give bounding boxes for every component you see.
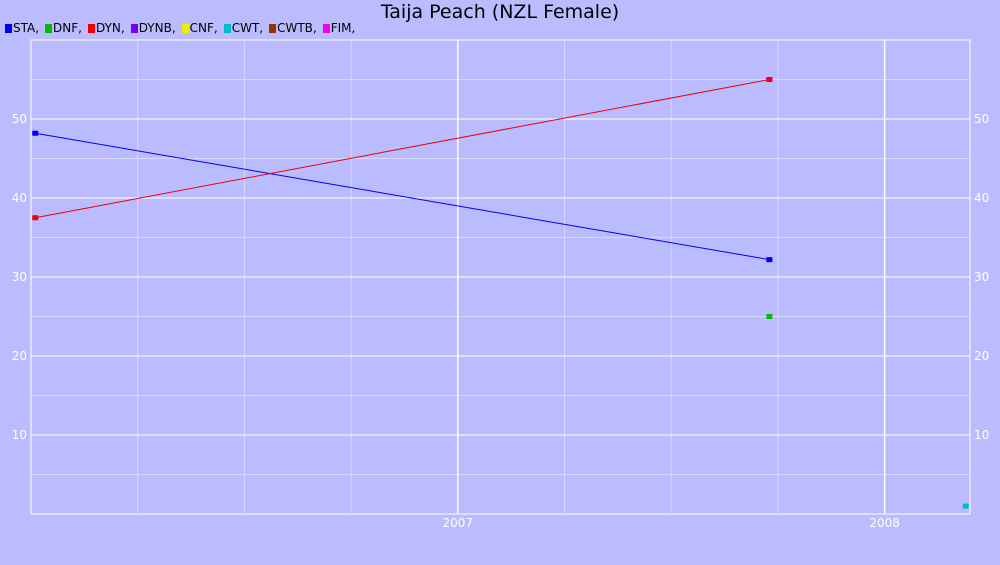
legend-swatch xyxy=(5,24,12,33)
series-line-dyn xyxy=(35,79,770,219)
legend-label: CWT, xyxy=(231,21,264,35)
y-tick-label-right: 20 xyxy=(974,349,989,363)
legend-item-fim: FIM, xyxy=(322,21,356,35)
data-point-dyn xyxy=(32,215,39,221)
y-tick-label-left: 30 xyxy=(12,270,27,284)
legend-label: CWTB, xyxy=(277,21,317,35)
chart-legend: STA, DNF, DYN, DYNB, CNF, CWT, CWTB, FIM, xyxy=(5,21,361,35)
legend-label: DYNB, xyxy=(138,21,176,35)
y-tick-label-left: 20 xyxy=(12,349,27,363)
x-tick-label: 2008 xyxy=(869,516,900,530)
y-tick-label-left: 10 xyxy=(12,428,27,442)
legend-swatch xyxy=(322,24,330,33)
legend-swatch xyxy=(181,24,189,33)
legend-label: DYN, xyxy=(95,21,125,35)
legend-label: CNF, xyxy=(189,21,218,35)
legend-item-sta: STA, xyxy=(5,21,39,35)
legend-item-cwt: CWT, xyxy=(223,21,264,35)
y-tick-label-right: 50 xyxy=(974,112,989,126)
y-tick-label-right: 40 xyxy=(974,191,989,205)
data-point-sta xyxy=(32,130,39,136)
series-line-sta xyxy=(35,132,770,261)
y-tick-label-left: 50 xyxy=(12,112,27,126)
data-point-cwt xyxy=(962,503,969,509)
legend-item-dnf: DNF, xyxy=(45,21,82,35)
legend-swatch xyxy=(130,24,138,33)
y-tick-label-right: 30 xyxy=(974,270,989,284)
legend-item-dynb: DYNB, xyxy=(130,21,176,35)
y-tick-label-left: 40 xyxy=(12,191,27,205)
legend-item-cwtb: CWTB, xyxy=(269,21,317,35)
legend-item-cnf: CNF, xyxy=(181,21,218,35)
legend-item-dyn: DYN, xyxy=(87,21,125,35)
legend-swatch xyxy=(45,24,53,33)
legend-label: FIM, xyxy=(330,21,356,35)
data-point-dnf xyxy=(766,314,773,319)
legend-swatch xyxy=(87,24,95,33)
data-point-sta xyxy=(766,257,773,263)
legend-label: STA, xyxy=(13,21,40,35)
chart-title: Taija Peach (NZL Female) xyxy=(380,1,620,23)
data-point-dyn xyxy=(766,77,773,82)
x-tick-label: 2007 xyxy=(443,516,474,530)
legend-swatch xyxy=(223,24,231,33)
legend-label: DNF, xyxy=(53,21,82,35)
legend-swatch xyxy=(269,24,277,33)
y-tick-label-right: 10 xyxy=(974,428,989,442)
